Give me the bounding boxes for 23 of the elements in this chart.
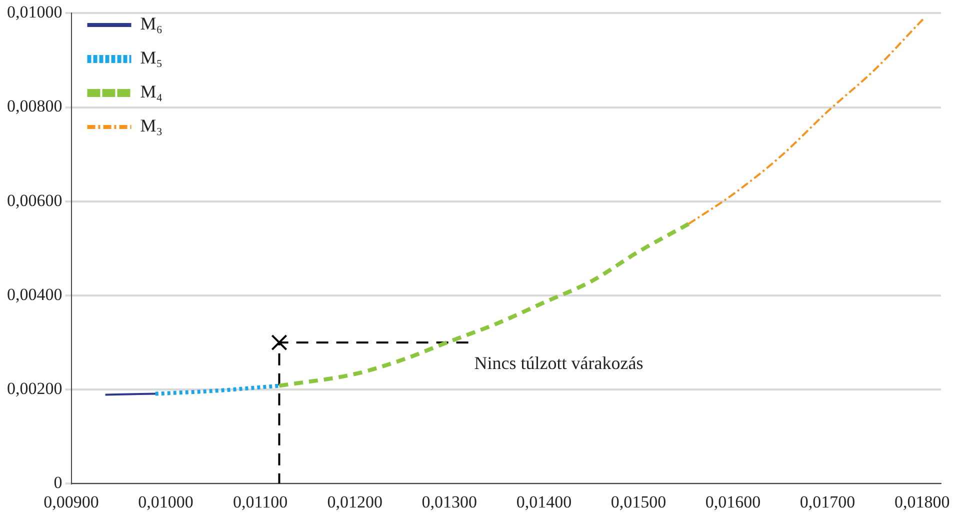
x-tick-label: 0,01800 — [894, 492, 950, 512]
legend-label: M₄ — [140, 82, 163, 102]
legend-label: M₅ — [140, 48, 163, 68]
x-tick-label: 0,01000 — [138, 492, 194, 512]
y-tick-label: 0,00800 — [7, 96, 62, 116]
annotation: Nincs túlzott várakozás — [474, 353, 644, 374]
y-tick-label: 0,00600 — [7, 190, 62, 210]
y-tick-label: 0,00400 — [7, 284, 62, 304]
x-tick-label: 0,00900 — [44, 492, 99, 512]
x-tick-label: 0,01300 — [422, 492, 478, 512]
x-tick-label: 0,01500 — [610, 492, 666, 512]
legend-label: M₃ — [140, 116, 163, 136]
y-tick-label: 0,00200 — [7, 378, 62, 398]
x-tick-label: 0,01400 — [516, 492, 572, 512]
line-series — [277, 222, 691, 388]
x-tick-label: 0,01700 — [800, 492, 856, 512]
line-series — [688, 16, 926, 225]
legend-label: M₆ — [140, 14, 163, 34]
x-tick-label: 0,01200 — [327, 492, 382, 512]
y-tick-label: 0 — [54, 473, 62, 492]
x-tick-label: 0,01100 — [233, 492, 288, 512]
x-tick-label: 0,01600 — [705, 492, 761, 512]
y-tick-label: 0,01000 — [7, 2, 62, 22]
